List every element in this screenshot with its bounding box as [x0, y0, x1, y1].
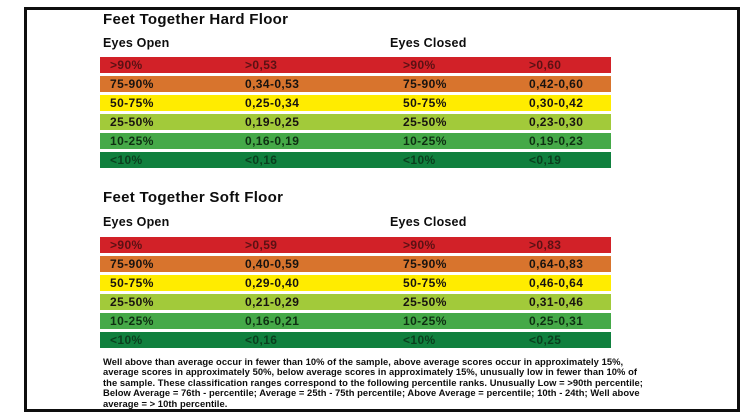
percentile-range: 50-75% [403, 276, 447, 290]
footnote-line: average scores in approximately 50%, bel… [103, 366, 638, 378]
table-row-yellow: 50-75% 0,25-0,34 50-75% 0,30-0,42 [100, 95, 611, 111]
percentile-range: 25-50% [110, 295, 154, 309]
percentile-range: >90% [403, 58, 436, 72]
score-range: 0,64-0,83 [529, 257, 584, 271]
percentile-range: 75-90% [403, 257, 447, 271]
table-row-green: 10-25% 0,16-0,21 10-25% 0,25-0,31 [100, 313, 611, 329]
score-range: 0,19-0,25 [245, 115, 300, 129]
score-range: 0,16-0,19 [245, 134, 300, 148]
table-row-red: >90% >0,59 >90% >0,83 [100, 237, 611, 253]
score-range: >0,83 [529, 238, 562, 252]
score-range: 0,42-0,60 [529, 77, 584, 91]
percentile-range: <10% [403, 153, 436, 167]
table-row-orange: 75-90% 0,40-0,59 75-90% 0,64-0,83 [100, 256, 611, 272]
percentile-range: <10% [110, 333, 143, 347]
table-row-dark_green: <10% <0,16 <10% <0,19 [100, 152, 611, 168]
score-range: 0,46-0,64 [529, 276, 584, 290]
footnote-line: Well above than average occur in fewer t… [103, 356, 624, 367]
score-range: 0,34-0,53 [245, 77, 300, 91]
percentile-range: 50-75% [403, 96, 447, 110]
score-range: <0,16 [245, 153, 278, 167]
table-row-yellow_green: 25-50% 0,21-0,29 25-50% 0,31-0,46 [100, 294, 611, 310]
score-range: <0,19 [529, 153, 562, 167]
score-range: 0,16-0,21 [245, 314, 300, 328]
percentile-range: 75-90% [403, 77, 447, 91]
percentile-range: >90% [110, 58, 143, 72]
percentile-range: 25-50% [403, 295, 447, 309]
footnote: Well above than average occur in fewer t… [103, 356, 643, 409]
score-range: 0,19-0,23 [529, 134, 584, 148]
score-range: 0,25-0,31 [529, 314, 584, 328]
percentile-range: 50-75% [110, 96, 154, 110]
score-range: 0,21-0,29 [245, 295, 300, 309]
score-range: 0,23-0,30 [529, 115, 584, 129]
hard-floor-table: >90% >0,53 >90% >0,60 75-90% 0,34-0,53 75-90% 0… [100, 57, 611, 171]
table-row-yellow: 50-75% 0,29-0,40 50-75% 0,46-0,64 [100, 275, 611, 291]
score-range: 0,40-0,59 [245, 257, 300, 271]
table-row-dark_green: <10% <0,16 <10% <0,25 [100, 332, 611, 348]
percentile-range: 25-50% [110, 115, 154, 129]
column-header-eyes-closed-hard: Eyes Closed [390, 36, 467, 50]
percentile-range: >90% [110, 238, 143, 252]
percentile-range: 25-50% [403, 115, 447, 129]
percentile-range: 10-25% [110, 134, 154, 148]
table-row-green: 10-25% 0,16-0,19 10-25% 0,19-0,23 [100, 133, 611, 149]
percentile-range: 75-90% [110, 257, 154, 271]
percentile-range: <10% [110, 153, 143, 167]
table-title-hard-floor: Feet Together Hard Floor [103, 11, 289, 28]
percentile-range: <10% [403, 333, 436, 347]
soft-floor-table: >90% >0,59 >90% >0,83 75-90% 0,40-0,59 75-90% 0… [100, 237, 611, 351]
score-range: 0,30-0,42 [529, 96, 584, 110]
score-range: >0,53 [245, 58, 278, 72]
footnote-line: the sample. These classification ranges … [103, 376, 643, 388]
score-range: <0,16 [245, 333, 278, 347]
score-range: >0,60 [529, 58, 562, 72]
score-range: 0,29-0,40 [245, 276, 300, 290]
table-row-orange: 75-90% 0,34-0,53 75-90% 0,42-0,60 [100, 76, 611, 92]
table-row-yellow_green: 25-50% 0,19-0,25 25-50% 0,23-0,30 [100, 114, 611, 130]
percentile-range: 10-25% [403, 134, 447, 148]
percentile-range: 50-75% [110, 276, 154, 290]
score-range: 0,25-0,34 [245, 96, 300, 110]
footnote-line: Below Average = 76th - percentile; Avera… [103, 387, 640, 399]
table-title-soft-floor: Feet Together Soft Floor [103, 189, 284, 206]
column-header-eyes-open-hard: Eyes Open [103, 36, 170, 50]
table-row-red: >90% >0,53 >90% >0,60 [100, 57, 611, 73]
percentile-range: 10-25% [110, 314, 154, 328]
footnote-line: average = > 10th percentile. [103, 397, 228, 409]
percentile-range: 10-25% [403, 314, 447, 328]
column-header-eyes-open-soft: Eyes Open [103, 215, 170, 229]
score-range: >0,59 [245, 238, 278, 252]
column-header-eyes-closed-soft: Eyes Closed [390, 215, 467, 229]
score-range: 0,31-0,46 [529, 295, 584, 309]
percentile-range: >90% [403, 238, 436, 252]
score-range: <0,25 [529, 333, 562, 347]
percentile-range: 75-90% [110, 77, 154, 91]
